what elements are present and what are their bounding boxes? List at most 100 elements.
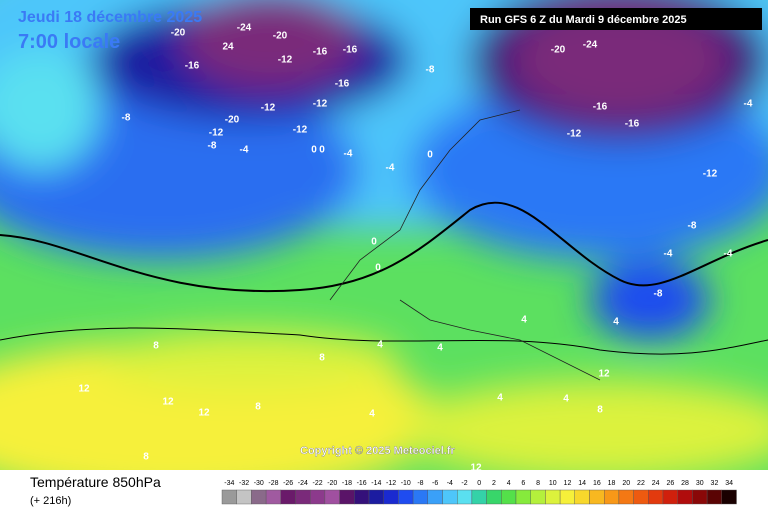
- map-label: 4: [563, 394, 569, 405]
- legend-label: 22: [637, 480, 645, 487]
- legend-swatch: [383, 489, 399, 505]
- map-label: 4: [437, 343, 443, 354]
- map-label: -24: [583, 40, 598, 51]
- legend-swatch: [457, 489, 473, 505]
- map-label: -12: [278, 55, 293, 66]
- legend-swatch: [604, 489, 620, 505]
- legend-label: 30: [696, 480, 704, 487]
- legend-swatch: [280, 489, 296, 505]
- legend-label: 18: [608, 480, 616, 487]
- legend-swatch: [354, 489, 370, 505]
- map-label: -20: [273, 31, 288, 42]
- legend-swatch: [501, 489, 517, 505]
- legend-swatch: [471, 489, 487, 505]
- run-box: [470, 8, 762, 30]
- legend-swatch: [368, 489, 384, 505]
- legend-swatch: [530, 489, 546, 505]
- map-label: -8: [688, 221, 697, 232]
- map-label: 12: [78, 384, 90, 395]
- map-label: -16: [185, 61, 200, 72]
- map-label: -16: [593, 102, 608, 113]
- map-label: -12: [209, 128, 224, 139]
- legend-label: -14: [371, 480, 381, 487]
- map-label: 0: [371, 237, 377, 248]
- map-label: -16: [335, 79, 350, 90]
- legend-label: 14: [578, 480, 586, 487]
- legend-swatch: [221, 489, 237, 505]
- variable: Température 850hPa: [30, 474, 161, 490]
- legend-label: 8: [536, 480, 540, 487]
- legend-swatch: [618, 489, 634, 505]
- legend-swatch: [236, 489, 252, 505]
- map-label: -4: [386, 163, 395, 174]
- map-label: -12: [313, 99, 328, 110]
- map-label: -20: [171, 28, 186, 39]
- legend-swatch: [295, 489, 311, 505]
- legend-label: -32: [239, 480, 249, 487]
- legend-label: -12: [386, 480, 396, 487]
- map-label: 8: [143, 452, 149, 463]
- legend-label: 2: [492, 480, 496, 487]
- legend-swatch: [633, 489, 649, 505]
- map-label: -8: [426, 65, 435, 76]
- legend-swatch: [412, 489, 429, 505]
- legend-label: 34: [725, 480, 733, 487]
- legend-swatch: [721, 489, 737, 505]
- legend-label: 0: [477, 480, 481, 487]
- map-label: 0: [319, 145, 325, 156]
- map-label: -4: [744, 99, 753, 110]
- legend-swatch: [310, 489, 326, 505]
- run-label: Run GFS 6 Z du Mardi 9 décembre 2025: [480, 14, 687, 26]
- legend-label: 10: [549, 480, 557, 487]
- legend-label: 6: [521, 480, 525, 487]
- map-label: 8: [597, 405, 603, 416]
- legend-label: -4: [447, 480, 453, 487]
- map-labels: -2024-24-20-16-16-12-8-16-16-12-8-20-12-…: [78, 23, 752, 474]
- map-label: 0: [311, 145, 317, 156]
- map-label: 8: [255, 402, 261, 413]
- legend-label: -30: [254, 480, 264, 487]
- legend-swatch: [648, 489, 664, 505]
- map-label: -8: [654, 289, 663, 300]
- legend-swatch: [265, 489, 282, 505]
- map-label: 8: [319, 353, 325, 364]
- legend-swatch: [692, 489, 708, 505]
- legend-label: -10: [401, 480, 411, 487]
- legend-swatch: [589, 489, 605, 505]
- legend-swatch: [662, 489, 678, 505]
- copyright: Copyright © 2025 Meteociel.fr: [300, 445, 456, 457]
- legend-label: 4: [507, 480, 511, 487]
- map-label: -4: [724, 249, 733, 260]
- legend-swatch: [442, 489, 458, 505]
- legend-swatch: [545, 489, 561, 505]
- legend-label: 28: [681, 480, 689, 487]
- legend-swatch: [677, 489, 693, 505]
- legend-swatch: [574, 489, 590, 505]
- map-label: -12: [261, 103, 276, 114]
- map-label: 12: [470, 463, 482, 474]
- map-label: -24: [237, 23, 252, 34]
- map-label: -16: [343, 45, 358, 56]
- legend-label: -16: [357, 480, 367, 487]
- legend-swatch: [339, 489, 355, 505]
- legend-swatch: [515, 489, 531, 505]
- legend-label: 16: [593, 480, 601, 487]
- map-label: -8: [122, 113, 131, 124]
- color-legend: -34 -32 -30 -28 -26 -24 -22 -20 -18 -16 -14 -12 -10-…: [221, 480, 737, 505]
- map-label: -12: [703, 169, 718, 180]
- legend-label: -8: [417, 480, 423, 487]
- legend-label: 20: [622, 480, 630, 487]
- lead-time: (+ 216h): [30, 495, 71, 507]
- legend-label: -2: [461, 480, 467, 487]
- map-label: 12: [198, 408, 210, 419]
- map-label: 12: [162, 397, 174, 408]
- map-label: -12: [567, 129, 582, 140]
- legend-swatch: [398, 489, 414, 505]
- map-label: 4: [521, 315, 527, 326]
- legend-swatch: [251, 489, 267, 505]
- map-label: -4: [344, 149, 353, 160]
- legend-swatch: [427, 489, 443, 505]
- map-label: 8: [153, 341, 159, 352]
- subtitle: 7:00 locale: [18, 31, 120, 53]
- map-label: 24: [222, 42, 234, 53]
